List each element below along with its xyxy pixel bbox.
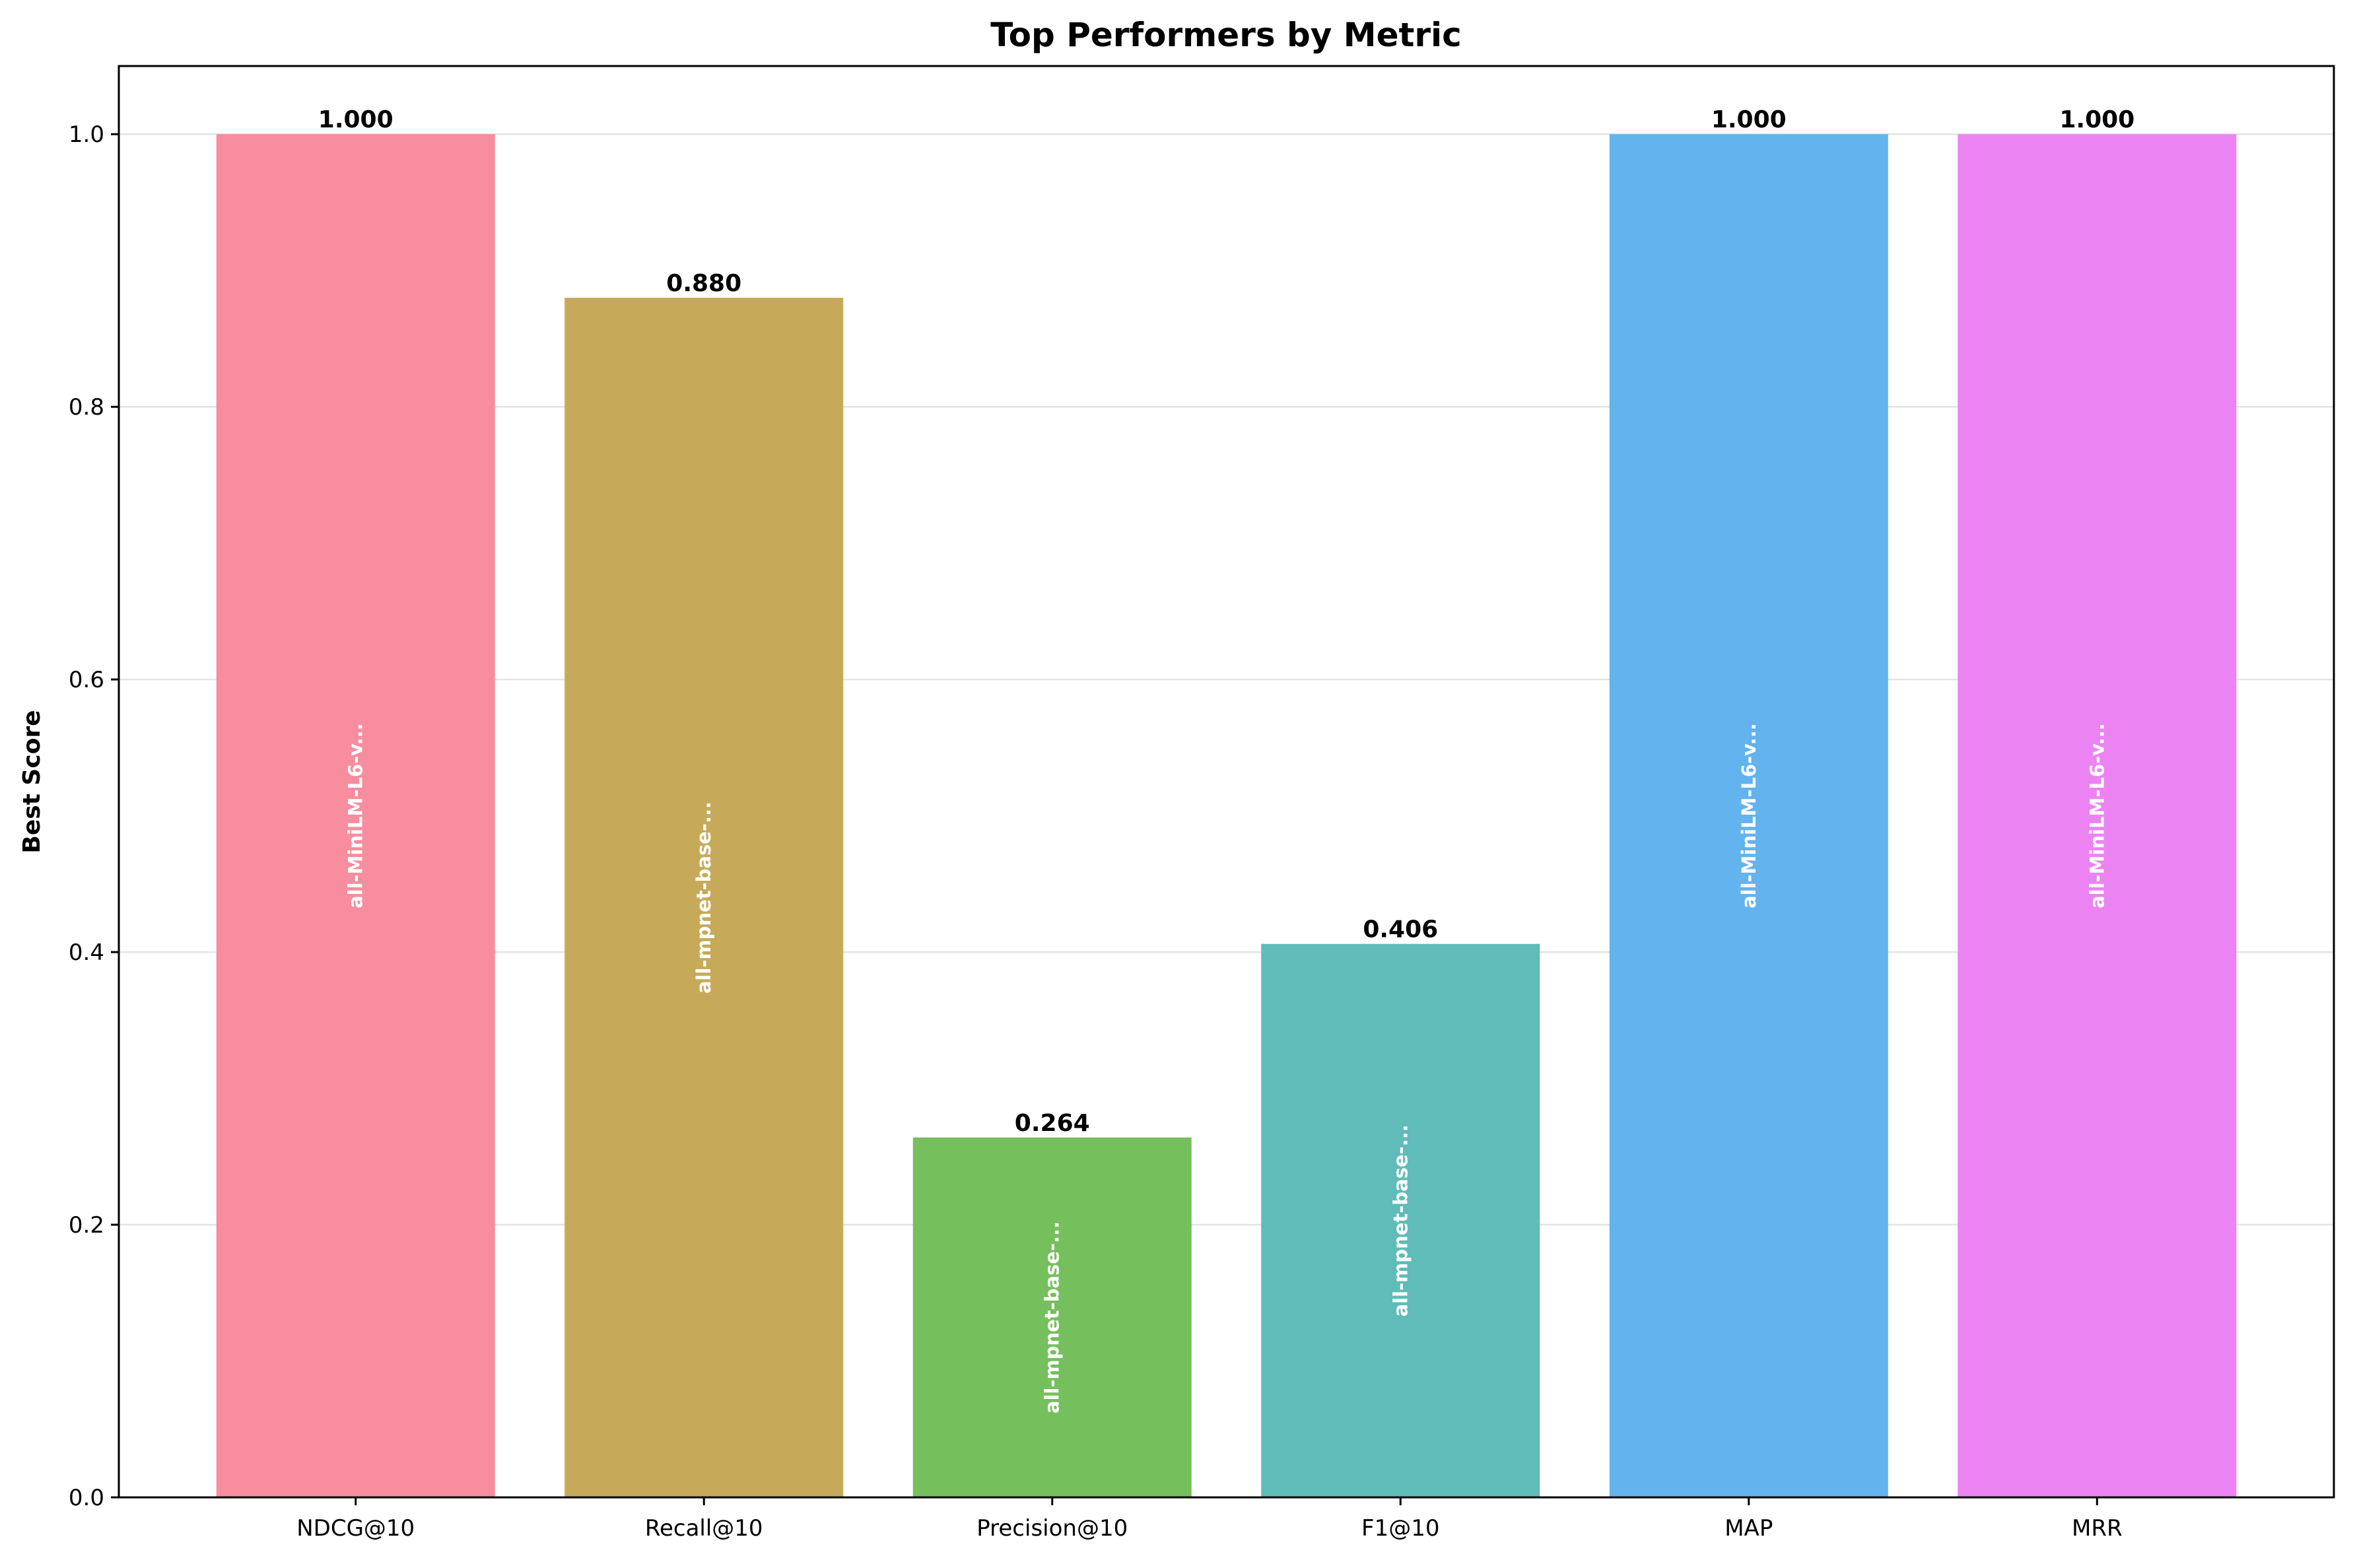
y-tick-label: 0.0 [69,1485,104,1511]
bar [1609,134,1888,1498]
y-tick-label: 0.8 [69,394,104,421]
chart-title: Top Performers by Metric [990,16,1462,54]
y-tick-label: 0.4 [69,939,104,966]
x-tick-label: Recall@10 [645,1515,763,1542]
bar [912,1137,1192,1497]
bar-value-label: 1.000 [2059,106,2135,133]
bar [564,298,844,1497]
x-tick-label: F1@10 [1361,1515,1439,1542]
x-tick-label: MRR [2072,1515,2123,1542]
bar-model-label: all-MiniLM-L6-v... [2086,723,2108,908]
bar-value-label: 0.880 [666,270,741,297]
plot-frame [118,65,2335,1499]
bar-value-label: 1.000 [1711,106,1787,133]
x-tick-label: Precision@10 [976,1515,1128,1542]
y-tick-label: 0.6 [69,667,104,693]
bar [1261,943,1540,1497]
y-axis-label: Best Score [18,710,46,853]
bar-model-label: all-mpnet-base-... [1041,1221,1064,1414]
bar [1958,134,2237,1498]
y-tick-label: 0.2 [69,1212,104,1239]
bar-model-label: all-mpnet-base-... [1389,1124,1412,1316]
bar-model-label: all-MiniLM-L6-v... [345,723,367,908]
bar-value-label: 1.000 [318,106,393,133]
x-tick-label: MAP [1725,1515,1773,1542]
y-tick-label: 1.0 [69,121,104,148]
bar-model-label: all-mpnet-base-... [693,801,715,994]
bar-model-label: all-MiniLM-L6-v... [1738,723,1760,908]
bar-value-label: 0.264 [1015,1110,1090,1137]
bar [216,134,495,1498]
bar-value-label: 0.406 [1363,916,1438,943]
x-tick-label: NDCG@10 [296,1515,415,1542]
